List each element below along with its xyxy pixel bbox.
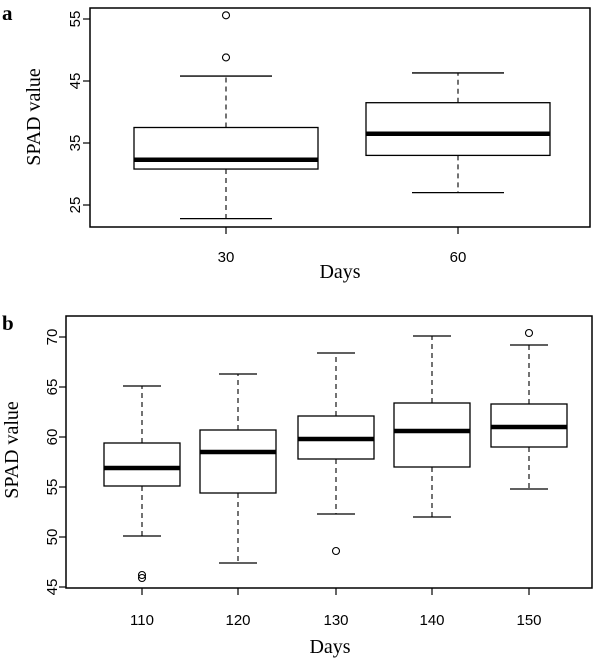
panel-b-plot-frame — [65, 315, 593, 589]
panel-b-y-tick-label: 45 — [44, 579, 61, 596]
outlier-point — [524, 328, 534, 338]
panel-a-y-axis-label: SPAD value — [23, 68, 45, 166]
panel-b-x-axis-label: Days — [309, 636, 350, 658]
panel-b-y-tick-label: 60 — [44, 429, 61, 446]
panel-b-box-150 — [490, 328, 568, 490]
outlier-point — [331, 546, 341, 556]
outlier-point — [137, 573, 147, 583]
panel-b-x-ticks: 110 120 130 140 150 — [130, 588, 542, 629]
panel-b-letter: b — [2, 311, 14, 335]
panel-a-y-tick-label: 25 — [67, 197, 84, 214]
panel-b-y-tick-label: 70 — [44, 329, 61, 346]
panel-a-box-60 — [365, 72, 551, 194]
panel-a-plot-frame — [89, 7, 591, 228]
panel-a-y-ticks: 25 35 45 55 — [67, 11, 90, 214]
panel-b: b Days SPAD value 45 50 55 60 65 70 110 120 130… — [1, 311, 593, 658]
panel-a-x-tick-label: 60 — [450, 249, 467, 266]
panel-b-x-tick-label: 110 — [130, 612, 154, 629]
panel-b-box-120 — [199, 373, 277, 564]
interquartile-box — [393, 402, 471, 468]
panel-b-x-tick-label: 120 — [225, 612, 250, 629]
outlier-point — [221, 53, 231, 62]
panel-b-y-tick-label: 50 — [44, 529, 61, 546]
panel-a-letter: a — [2, 1, 13, 25]
panel-b-x-tick-label: 140 — [419, 612, 444, 629]
panel-a-x-axis-label: Days — [319, 261, 360, 283]
outlier-point — [221, 11, 231, 20]
interquartile-box — [133, 126, 319, 170]
panel-b-boxes — [103, 328, 568, 583]
panel-b-y-tick-label: 65 — [44, 379, 61, 396]
panel-a-x-ticks: 30 60 — [218, 227, 467, 266]
panel-b-y-ticks: 45 50 55 60 65 70 — [44, 329, 66, 596]
panel-a-boxes — [133, 11, 551, 220]
panel-a-x-tick-label: 30 — [218, 249, 235, 266]
panel-b-x-tick-label: 150 — [516, 612, 541, 629]
panel-b-y-tick-label: 55 — [44, 479, 61, 496]
panel-a-y-tick-label: 55 — [67, 11, 84, 28]
interquartile-box — [365, 102, 551, 157]
panel-a: a Days SPAD value 25 35 45 55 30 60 — [2, 1, 591, 283]
panel-b-box-130 — [297, 352, 375, 556]
interquartile-box — [199, 429, 277, 494]
panel-b-x-tick-label: 130 — [323, 612, 348, 629]
panel-b-y-axis-label: SPAD value — [1, 401, 23, 499]
panel-a-box-30 — [133, 11, 319, 220]
panel-b-box-140 — [393, 335, 471, 518]
panel-a-y-tick-label: 45 — [67, 73, 84, 90]
outlier-point — [137, 570, 147, 580]
interquartile-box — [103, 442, 181, 487]
panel-b-box-110 — [103, 385, 181, 583]
panel-a-y-tick-label: 35 — [67, 135, 84, 152]
